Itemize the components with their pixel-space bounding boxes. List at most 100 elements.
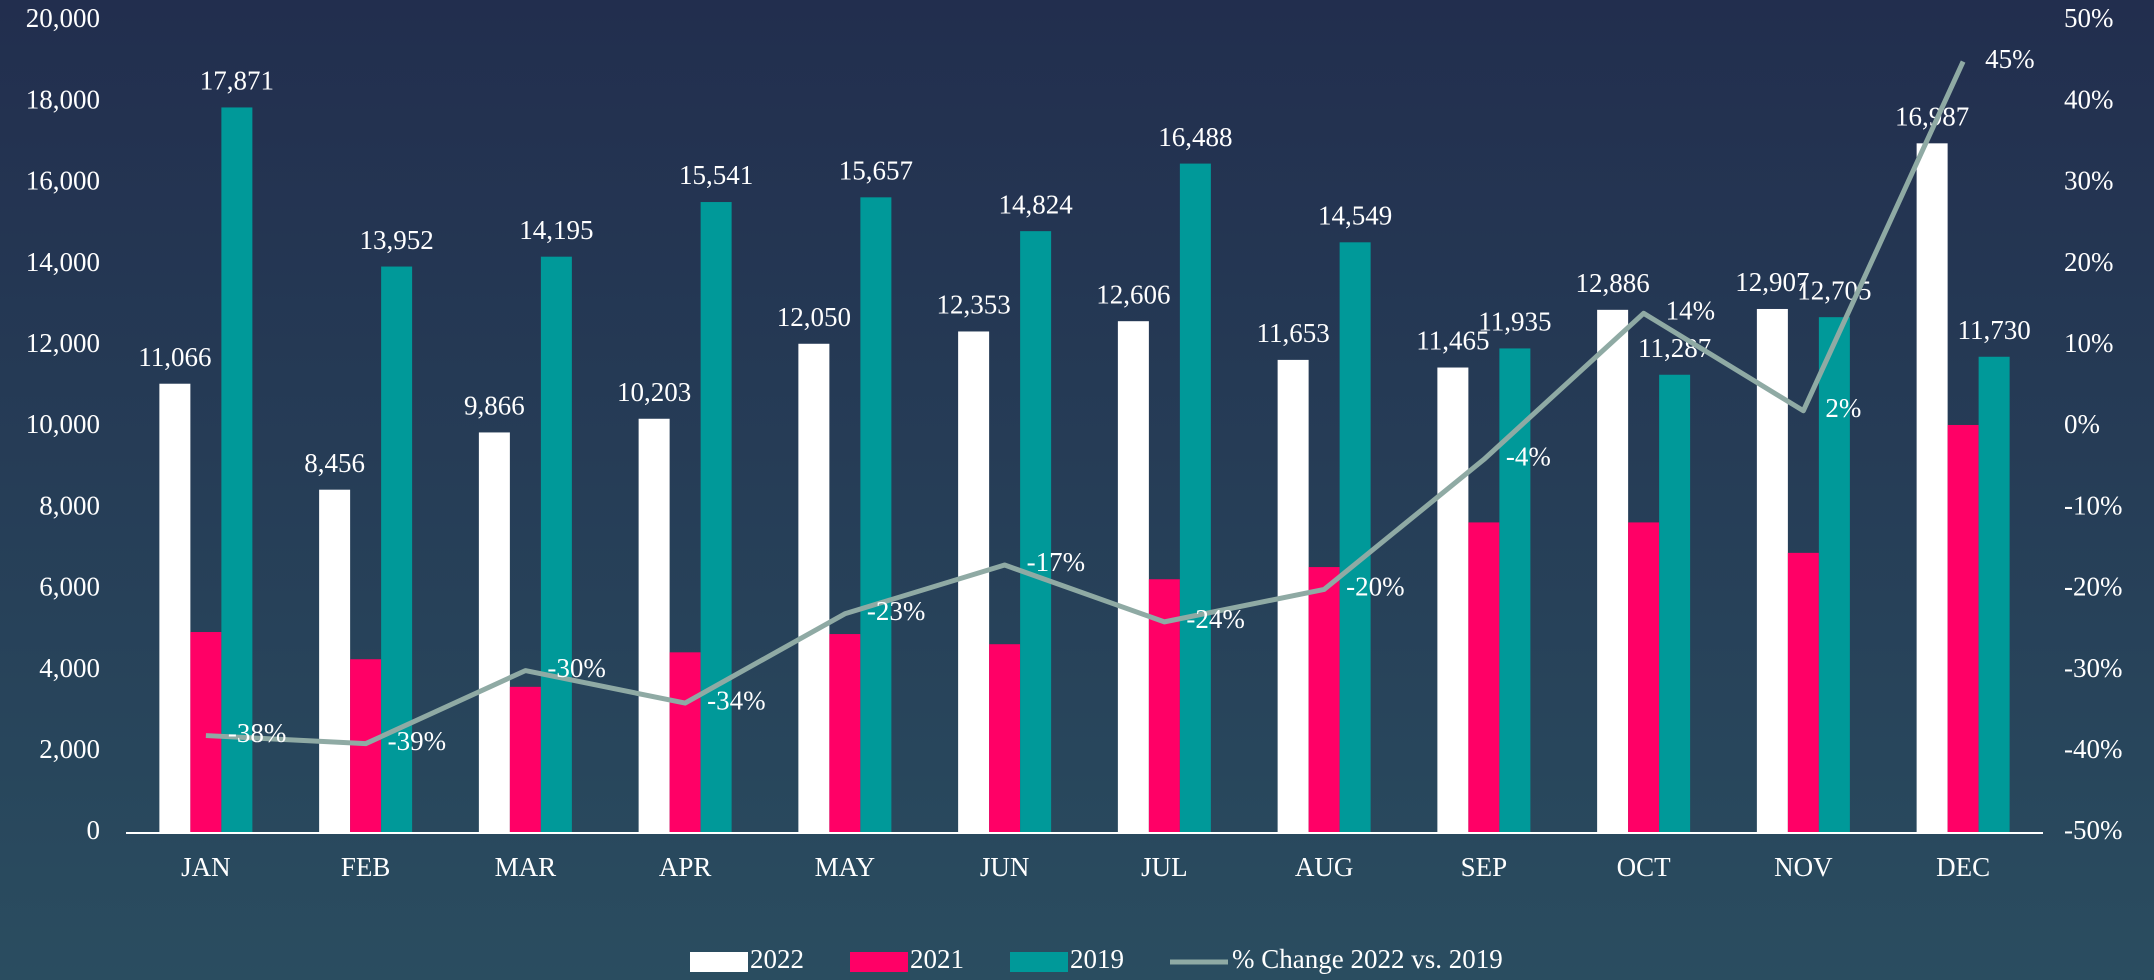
data-label: 16,488 xyxy=(1158,122,1232,152)
bar xyxy=(1117,321,1149,833)
x-tick-label: JAN xyxy=(181,852,231,882)
line-label: -23% xyxy=(867,596,925,626)
bar xyxy=(1468,522,1500,833)
data-label: 17,871 xyxy=(200,66,274,96)
data-label: 9,866 xyxy=(464,391,525,421)
line-label: -17% xyxy=(1027,547,1085,577)
y-tick-label: 6,000 xyxy=(39,572,100,602)
x-tick-label: MAY xyxy=(815,852,876,882)
bar xyxy=(159,383,191,833)
legend-label: 2022 xyxy=(750,944,804,974)
y-tick-label: 4,000 xyxy=(39,653,100,683)
data-label: 11,066 xyxy=(138,342,211,372)
bar xyxy=(1020,231,1052,833)
x-tick-label: JUL xyxy=(1141,852,1188,882)
data-label: 12,050 xyxy=(777,302,851,332)
y-tick-label: 0 xyxy=(87,815,101,845)
line-series xyxy=(205,60,1966,747)
y-tick-label: 18,000 xyxy=(26,84,100,114)
bar xyxy=(1339,242,1371,833)
data-label: 14,549 xyxy=(1318,201,1392,231)
y2-tick-label: 40% xyxy=(2064,84,2114,114)
data-label: 12,886 xyxy=(1576,268,1650,298)
x-tick-label: APR xyxy=(659,852,712,882)
bar xyxy=(1659,374,1691,833)
bar xyxy=(1179,163,1211,833)
y2-tick-label: 20% xyxy=(2064,247,2114,277)
bar xyxy=(1628,522,1660,833)
y2-tick-label: 30% xyxy=(2064,166,2114,196)
data-label: 12,907 xyxy=(1735,267,1809,297)
bar xyxy=(638,418,670,833)
x-tick-label: OCT xyxy=(1617,852,1672,882)
y2-tick-label: 10% xyxy=(2064,328,2114,358)
line-label: 45% xyxy=(1985,44,2035,74)
bar xyxy=(1978,356,2010,833)
line-label: 2% xyxy=(1825,393,1861,423)
legend-swatch xyxy=(850,952,908,972)
x-tick-label: MAR xyxy=(495,852,557,882)
y2-tick-label: -20% xyxy=(2064,572,2122,602)
bar xyxy=(1947,424,1979,833)
bar xyxy=(700,202,732,833)
bar xyxy=(669,652,701,833)
legend-label: 2019 xyxy=(1070,944,1124,974)
y-tick-label: 20,000 xyxy=(26,3,100,33)
data-label: 10,203 xyxy=(617,377,691,407)
bar xyxy=(1437,367,1469,833)
bar xyxy=(381,266,413,833)
data-label: 15,541 xyxy=(679,160,753,190)
y2-tick-label: 0% xyxy=(2064,409,2100,439)
y-tick-label: 8,000 xyxy=(39,490,100,520)
bar xyxy=(860,197,892,833)
data-label: 14,824 xyxy=(999,189,1074,219)
x-tick-label: SEP xyxy=(1461,852,1508,882)
line-label: -34% xyxy=(707,685,765,715)
y-tick-label: 2,000 xyxy=(39,734,100,764)
legend-swatch xyxy=(1010,952,1068,972)
x-tick-label: FEB xyxy=(341,852,391,882)
bar xyxy=(319,489,351,833)
line-label: -30% xyxy=(547,653,605,683)
data-label: 12,606 xyxy=(1096,279,1170,309)
bar xyxy=(221,107,253,834)
line-label: -20% xyxy=(1346,572,1404,602)
y-tick-label: 16,000 xyxy=(26,166,100,196)
bar xyxy=(1597,309,1629,834)
data-label: 8,456 xyxy=(304,448,365,478)
line-label: -24% xyxy=(1186,604,1244,634)
bar xyxy=(540,256,572,834)
bar xyxy=(1916,143,1948,833)
y2-tick-label: 50% xyxy=(2064,3,2114,33)
legend-label: % Change 2022 vs. 2019 xyxy=(1232,944,1503,974)
y-tick-label: 14,000 xyxy=(26,247,100,277)
data-label: 11,935 xyxy=(1478,307,1551,337)
legend-swatch xyxy=(690,952,748,972)
data-label: 14,195 xyxy=(519,215,593,245)
x-tick-label: DEC xyxy=(1936,852,1990,882)
bar xyxy=(1818,317,1850,833)
x-tick-label: AUG xyxy=(1295,852,1354,882)
bar xyxy=(798,343,830,833)
bar xyxy=(989,644,1021,833)
bar xyxy=(509,686,541,833)
y2-tick-label: -10% xyxy=(2064,490,2122,520)
line-label: 14% xyxy=(1666,296,1716,326)
bar xyxy=(478,432,510,833)
data-label: 11,653 xyxy=(1257,318,1330,348)
bar xyxy=(1308,567,1340,833)
y2-tick-label: -30% xyxy=(2064,653,2122,683)
bar xyxy=(958,331,990,833)
data-label: 13,952 xyxy=(360,225,434,255)
bar xyxy=(829,634,861,833)
x-tick-label: NOV xyxy=(1774,852,1833,882)
data-label: 11,730 xyxy=(1958,315,2031,345)
bar xyxy=(1787,552,1819,833)
bar xyxy=(190,632,222,833)
data-label: 11,465 xyxy=(1416,326,1489,356)
line-label: -4% xyxy=(1506,442,1551,472)
y2-tick-label: -50% xyxy=(2064,815,2122,845)
x-tick-label: JUN xyxy=(980,852,1030,882)
data-label: 12,353 xyxy=(937,290,1011,320)
